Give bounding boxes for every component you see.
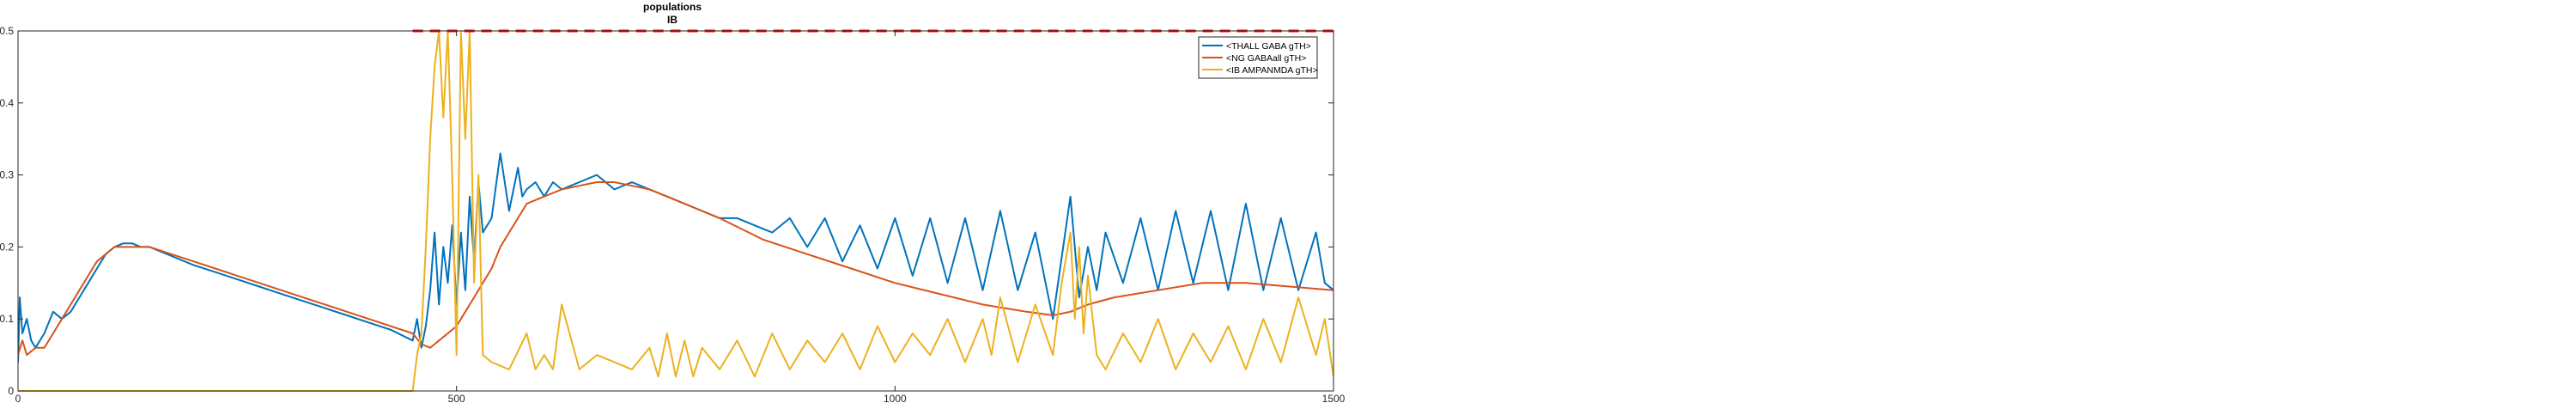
x-tick-label: 1000 [884, 393, 907, 403]
series-line-1 [18, 152, 1334, 363]
x-tick-label: 500 [448, 393, 465, 403]
series-layer [18, 30, 1334, 392]
chart-title: populations [643, 1, 702, 13]
y-tick-label: 0.2 [0, 241, 14, 253]
axes-box [17, 30, 1334, 392]
legend-label: <IB AMPANMDA gTH> [1226, 65, 1318, 76]
legend-label: <NG GABAall gTH> [1226, 53, 1306, 64]
chart-subtitle: IB [667, 14, 677, 26]
series-line-2 [18, 181, 1334, 357]
y-tick-label: 0.1 [0, 313, 14, 325]
line-chart: populations IB 0 0.1 0.2 0.3 0.4 0.5 0 500 1000 1… [0, 1, 1345, 403]
y-tick-label: 0 [8, 385, 14, 397]
y-tick-label: 0.3 [0, 169, 14, 181]
y-tick-label: 0.5 [0, 25, 14, 37]
legend-label: <THALL GABA gTH> [1226, 41, 1311, 52]
axes-layer: 0 0.1 0.2 0.3 0.4 0.5 0 500 1000 1500 [0, 25, 1345, 403]
series-line-3 [18, 30, 1334, 392]
x-tick-label: 1500 [1322, 393, 1345, 403]
x-tick-label: 0 [15, 393, 21, 403]
legend: <THALL GABA gTH><NG GABAall gTH><IB AMPA… [1198, 36, 1318, 79]
y-tick-label: 0.4 [0, 97, 14, 109]
